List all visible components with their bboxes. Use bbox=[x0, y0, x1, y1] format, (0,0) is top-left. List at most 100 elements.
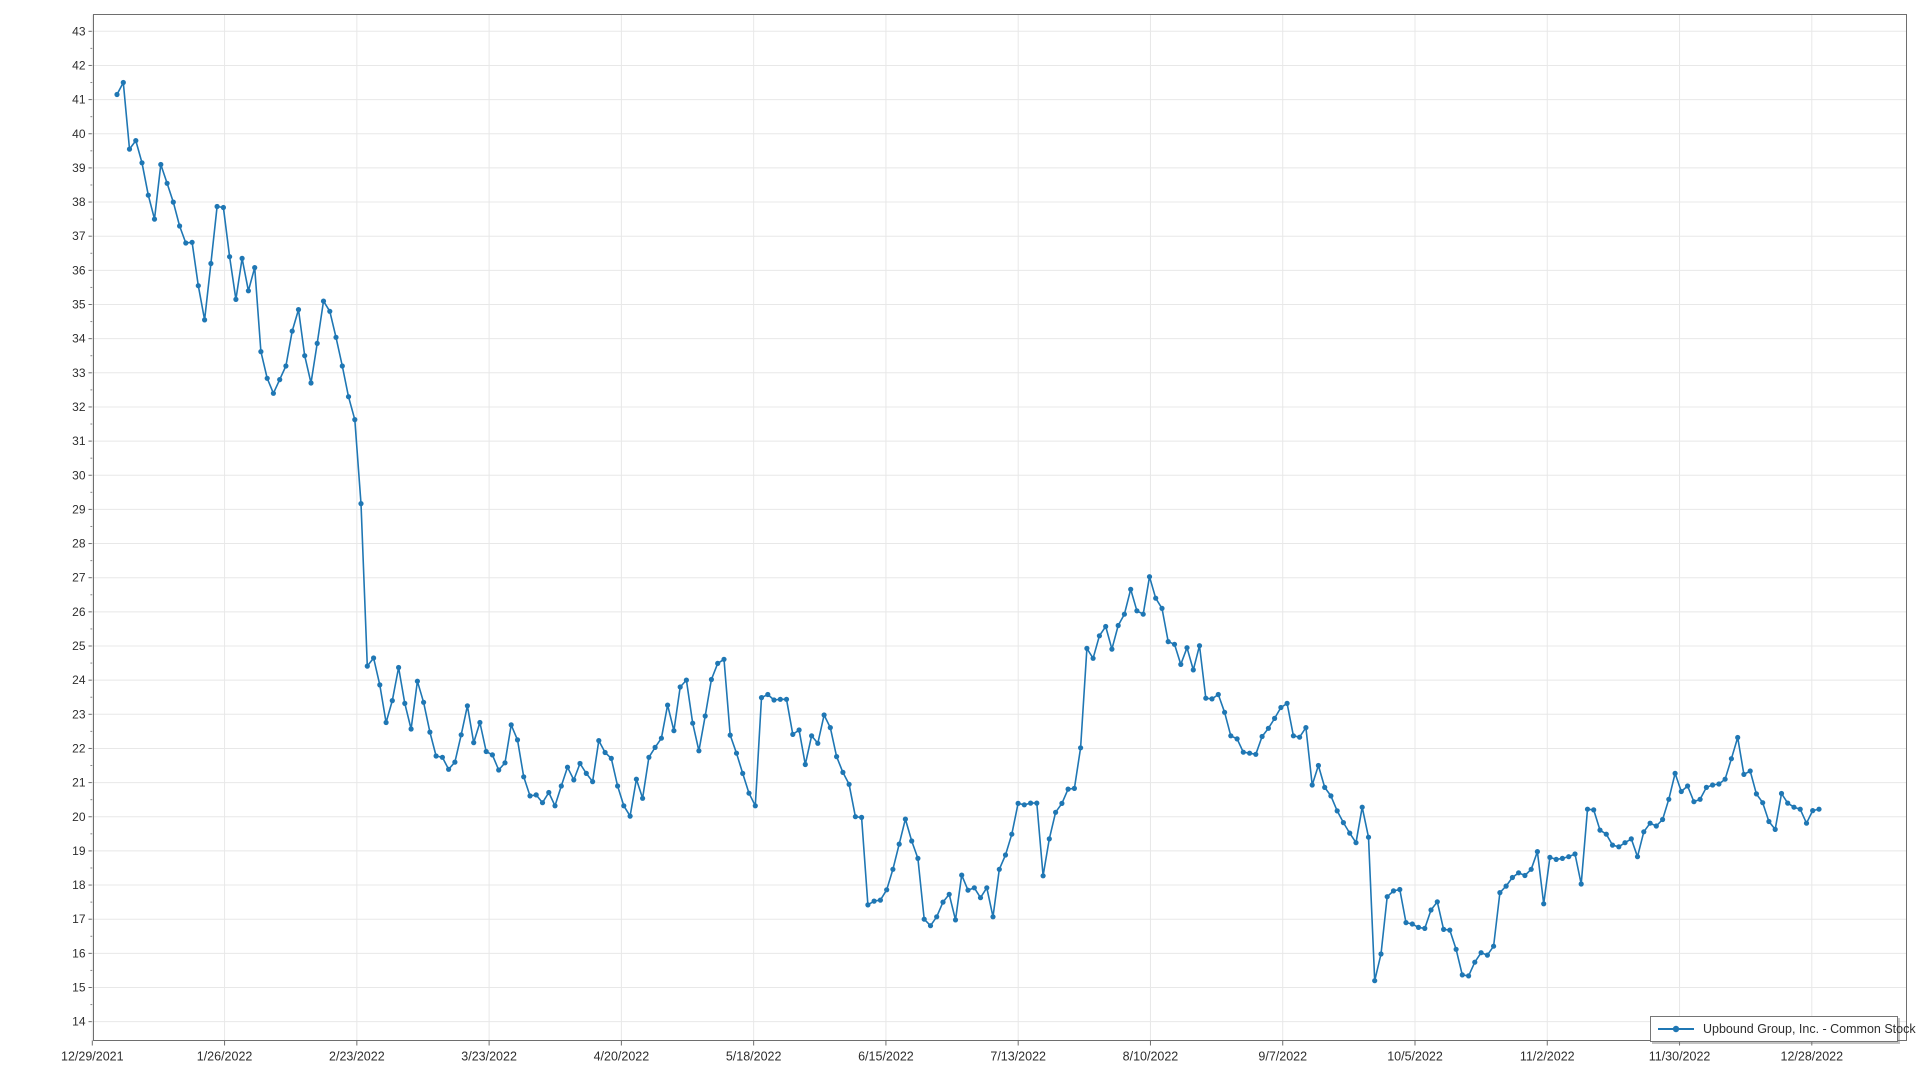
data-point-marker bbox=[1240, 749, 1246, 755]
data-point-marker bbox=[1265, 725, 1271, 731]
y-axis-label: 34 bbox=[72, 332, 86, 346]
data-point-marker bbox=[477, 719, 483, 726]
data-point-marker bbox=[1353, 840, 1359, 846]
data-point-marker bbox=[1609, 842, 1616, 848]
data-point-marker bbox=[1340, 820, 1346, 826]
data-point-marker bbox=[583, 770, 589, 777]
data-point-marker bbox=[1541, 901, 1547, 907]
data-point-marker bbox=[1534, 849, 1540, 855]
data-point-marker bbox=[289, 328, 295, 334]
data-point-marker bbox=[151, 216, 158, 222]
data-point-marker bbox=[834, 754, 840, 760]
y-axis-label: 40 bbox=[72, 127, 86, 141]
data-point-marker bbox=[552, 803, 558, 809]
data-point-marker bbox=[264, 375, 270, 381]
data-point-marker bbox=[421, 699, 427, 705]
data-point-marker bbox=[708, 676, 715, 683]
data-point-marker bbox=[1053, 809, 1059, 815]
data-point-marker bbox=[1503, 883, 1509, 889]
data-point-marker bbox=[539, 800, 546, 806]
data-point-marker bbox=[884, 887, 890, 893]
data-point-marker bbox=[1215, 691, 1221, 698]
data-point-marker bbox=[489, 752, 495, 758]
data-point-marker bbox=[1403, 920, 1409, 926]
series-marker-icon bbox=[1658, 1025, 1694, 1033]
data-point-marker bbox=[145, 192, 151, 198]
data-point-marker bbox=[195, 283, 201, 289]
data-point-marker bbox=[608, 755, 614, 762]
data-point-marker bbox=[1722, 776, 1728, 782]
data-point-marker bbox=[1284, 700, 1290, 707]
data-point-marker bbox=[1228, 733, 1234, 739]
data-point-marker bbox=[189, 239, 195, 245]
data-point-marker bbox=[740, 770, 746, 777]
data-point-marker bbox=[1096, 633, 1102, 639]
data-point-marker bbox=[345, 394, 352, 400]
y-axis-label: 14 bbox=[72, 1015, 86, 1029]
data-point-marker bbox=[871, 898, 877, 904]
data-point-marker bbox=[1466, 973, 1472, 979]
data-point-marker bbox=[1572, 851, 1578, 857]
data-point-marker bbox=[1234, 736, 1240, 742]
data-point-marker bbox=[327, 308, 333, 314]
data-point-marker bbox=[1165, 639, 1171, 645]
data-point-marker bbox=[1415, 924, 1422, 931]
x-axis-label: 7/13/2022 bbox=[990, 1050, 1046, 1064]
data-point-marker bbox=[371, 655, 377, 661]
data-point-marker bbox=[1578, 881, 1584, 887]
data-point-marker bbox=[1359, 804, 1365, 810]
data-point-marker bbox=[270, 390, 276, 396]
data-point-marker bbox=[890, 866, 896, 872]
data-point-marker bbox=[1697, 796, 1703, 802]
data-point-marker bbox=[783, 696, 790, 702]
x-axis-label: 1/26/2022 bbox=[197, 1050, 253, 1064]
y-axis-label: 43 bbox=[72, 24, 86, 38]
data-point-marker bbox=[1328, 793, 1334, 799]
data-point-marker bbox=[840, 769, 846, 776]
data-point-marker bbox=[396, 664, 402, 671]
data-point-marker bbox=[1397, 886, 1403, 893]
data-point-marker bbox=[1691, 799, 1697, 805]
data-point-marker bbox=[1028, 800, 1034, 806]
data-point-marker bbox=[1559, 855, 1565, 862]
data-point-marker bbox=[865, 902, 871, 908]
data-point-marker bbox=[433, 753, 439, 759]
data-point-marker bbox=[233, 296, 239, 302]
data-point-marker bbox=[1334, 808, 1340, 814]
x-axis-label: 9/7/2022 bbox=[1258, 1050, 1307, 1064]
data-point-marker bbox=[1728, 756, 1734, 762]
data-point-marker bbox=[1491, 943, 1497, 949]
data-point-marker bbox=[471, 740, 477, 746]
data-point-marker bbox=[1309, 782, 1315, 788]
y-axis-label: 23 bbox=[72, 707, 86, 721]
data-point-marker bbox=[646, 754, 652, 760]
data-point-marker bbox=[1002, 852, 1009, 858]
y-axis-label: 36 bbox=[72, 263, 86, 277]
y-axis-label: 31 bbox=[72, 434, 86, 448]
data-point-marker bbox=[1735, 734, 1741, 741]
data-point-marker bbox=[1009, 831, 1015, 837]
data-point-marker bbox=[1778, 790, 1785, 797]
data-point-marker bbox=[1678, 788, 1684, 795]
data-point-marker bbox=[358, 501, 364, 507]
data-point-marker bbox=[1297, 734, 1303, 740]
data-point-marker bbox=[927, 923, 934, 929]
data-point-marker bbox=[571, 777, 577, 783]
y-axis-label: 22 bbox=[72, 741, 86, 755]
data-point-marker bbox=[959, 872, 965, 878]
data-point-marker bbox=[1171, 641, 1178, 647]
data-point-marker bbox=[1222, 709, 1228, 715]
data-point-marker bbox=[1378, 951, 1384, 957]
data-point-marker bbox=[809, 733, 815, 739]
data-point-marker bbox=[1459, 972, 1465, 978]
data-point-marker bbox=[1547, 854, 1553, 861]
y-axis-label: 37 bbox=[72, 229, 86, 243]
data-point-marker bbox=[758, 695, 765, 701]
data-point-marker bbox=[1084, 645, 1090, 652]
data-point-marker bbox=[934, 914, 940, 920]
data-point-marker bbox=[1121, 611, 1127, 617]
data-point-marker bbox=[1303, 725, 1309, 731]
data-point-marker bbox=[245, 288, 251, 294]
x-axis-label: 4/20/2022 bbox=[594, 1050, 650, 1064]
